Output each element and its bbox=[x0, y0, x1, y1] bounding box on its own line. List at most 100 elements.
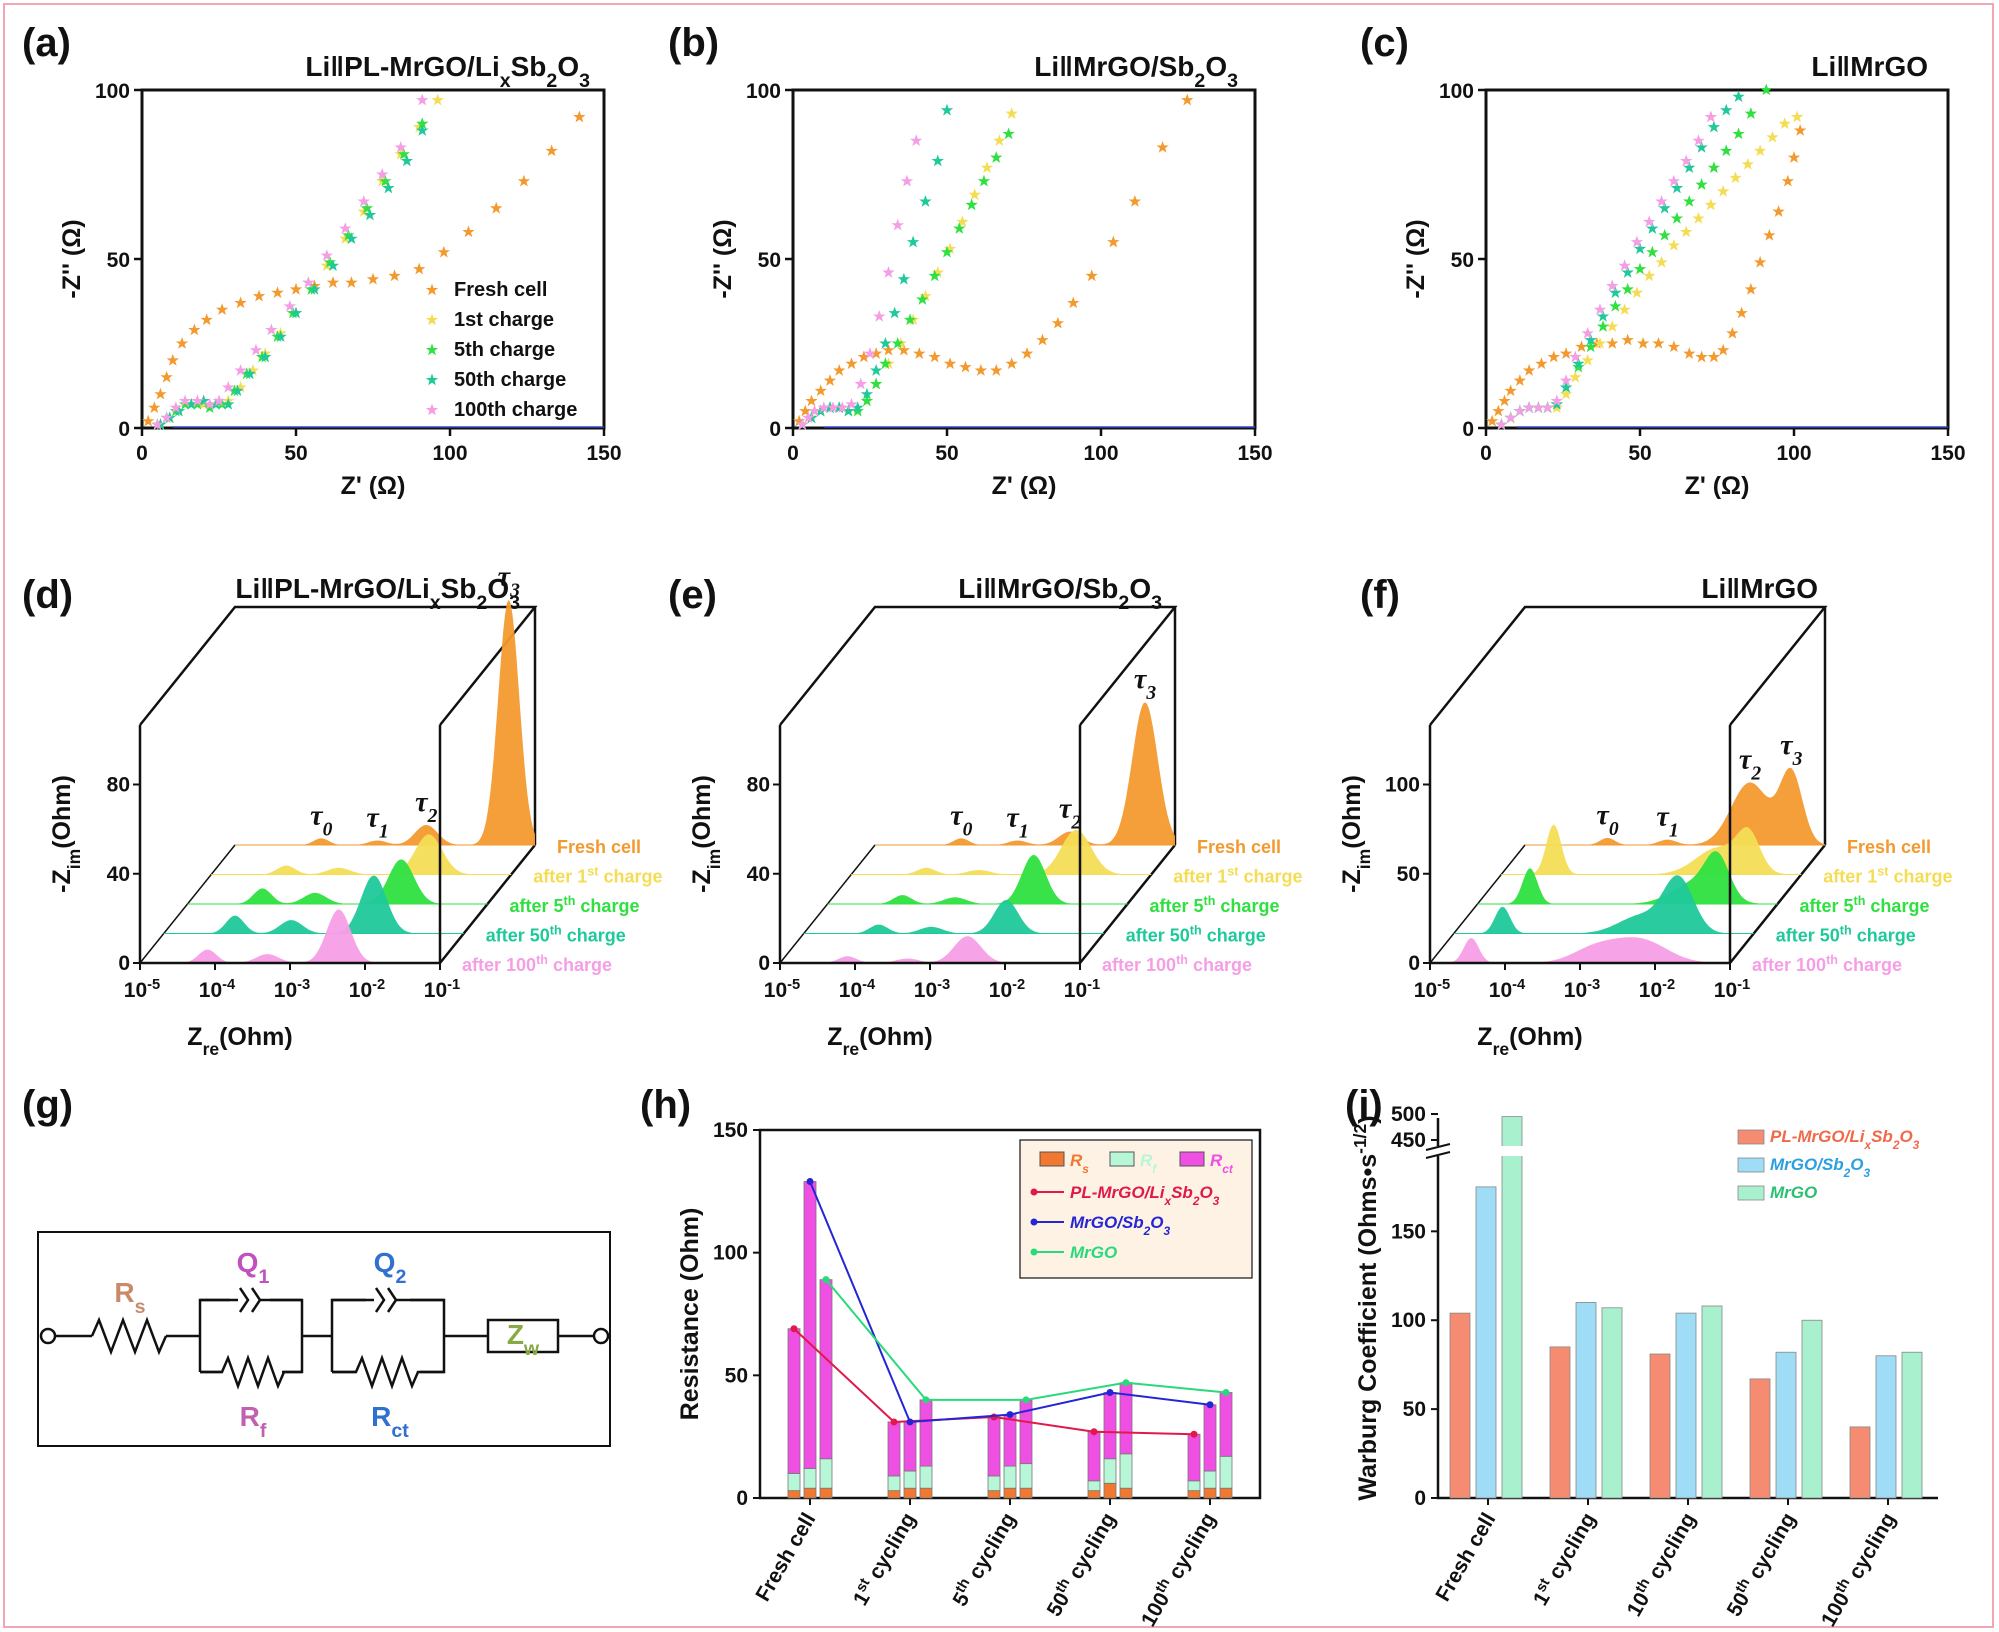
data-point-star bbox=[437, 245, 451, 258]
data-point-star bbox=[1522, 401, 1536, 414]
legend-swatch bbox=[1737, 1129, 1765, 1145]
total-point bbox=[906, 1418, 914, 1426]
y-tick-label: 80 bbox=[747, 774, 770, 797]
peak-label-tau: τ3 bbox=[1134, 664, 1156, 704]
bar-rs bbox=[1003, 1487, 1017, 1499]
panel-f-drt: Fresh cell after 1st charge after 5th char… bbox=[1338, 605, 1953, 1059]
data-point-star bbox=[141, 414, 155, 427]
plot-frame bbox=[1484, 88, 1950, 430]
data-point-star bbox=[1067, 296, 1080, 309]
label-rs: Rs bbox=[114, 1277, 145, 1318]
total-line bbox=[825, 1279, 1227, 1401]
legend-swatch bbox=[1737, 1157, 1765, 1173]
panel-f-label: (f) bbox=[1360, 573, 1400, 617]
x-tick-label: 100 bbox=[1083, 442, 1118, 465]
row-label: after 5th charge bbox=[1800, 894, 1930, 916]
drt-area bbox=[827, 854, 1128, 904]
y-axis-label-group: -Zim(Ohm) bbox=[48, 775, 84, 893]
data-point-star bbox=[1680, 225, 1693, 238]
resistor-rct bbox=[332, 1354, 444, 1390]
bar-rct bbox=[1203, 1404, 1217, 1472]
panel-titles: Li‖PL-MrGO/LixSb2O3 Li‖MrGO/Sb2O3 Li‖MrGO L… bbox=[235, 51, 1928, 614]
data-point-star bbox=[1652, 337, 1665, 349]
y-tick-label: 0 bbox=[1414, 1487, 1426, 1510]
data-point-star bbox=[1704, 110, 1718, 123]
drt-area bbox=[140, 909, 440, 963]
legend-dot bbox=[1030, 1248, 1038, 1256]
panel-a-label: (a) bbox=[22, 21, 71, 65]
x-tick-label: 10-3 bbox=[914, 977, 950, 1002]
data-point-star bbox=[1772, 205, 1785, 217]
y-axis-label: Warburg Coefficient (Ohms•s-1/2) bbox=[1350, 1115, 1382, 1500]
data-point-star bbox=[1707, 120, 1721, 133]
bar bbox=[1701, 1305, 1723, 1499]
data-point-star bbox=[1753, 255, 1767, 268]
bar-rs bbox=[1019, 1487, 1033, 1499]
legend-marker bbox=[425, 343, 439, 356]
y-tick-label: 50 bbox=[1451, 249, 1474, 272]
bar-rf bbox=[903, 1470, 917, 1489]
bar-rf bbox=[1203, 1470, 1217, 1489]
panel-a-nyquist: 0 50 100 150 0 50 100 Z' (Ω) -Z'' (Ω) Fresh cell 1… bbox=[58, 80, 622, 500]
legend-label: 50th charge bbox=[454, 369, 566, 391]
total-point bbox=[1222, 1389, 1230, 1397]
bar bbox=[1901, 1351, 1923, 1499]
data-point-star bbox=[1646, 245, 1659, 258]
total-point bbox=[790, 1325, 798, 1333]
data-point-star bbox=[1156, 140, 1169, 153]
drt-area bbox=[1501, 824, 1802, 875]
data-point-star bbox=[1532, 401, 1545, 414]
cpe-q1-gap bbox=[230, 1290, 270, 1310]
y-tick-label: 100 bbox=[746, 80, 781, 103]
panel-g-circuit: Rs Q1 Q2 Rf Rct Zw bbox=[37, 1231, 611, 1447]
panel-b-label: (b) bbox=[668, 21, 719, 65]
bar bbox=[1749, 1378, 1771, 1499]
bar-rs bbox=[1103, 1482, 1117, 1499]
data-point-star bbox=[891, 218, 904, 231]
peak-label-tau: τ0 bbox=[1596, 800, 1618, 840]
row-label: after 100th charge bbox=[1102, 953, 1252, 975]
data-point-star bbox=[1593, 303, 1607, 315]
data-point-star bbox=[1606, 320, 1619, 332]
peak-label-tau: τ3 bbox=[1780, 730, 1802, 770]
bar bbox=[1649, 1353, 1671, 1499]
panel-h-label: (h) bbox=[640, 1083, 691, 1127]
bar-rs bbox=[1203, 1487, 1217, 1499]
panel-i-warburg: 0 50 100 150 450 500 Warburg Coefficient (Ohms… bbox=[1350, 1103, 1938, 1631]
data-point-star bbox=[357, 195, 370, 207]
data-point-star bbox=[188, 323, 201, 336]
data-point-star bbox=[148, 401, 161, 414]
peak-label-tau: τ2 bbox=[415, 787, 437, 827]
total-point bbox=[922, 1396, 930, 1404]
resistor-rf bbox=[200, 1354, 302, 1390]
data-point-star bbox=[1633, 262, 1647, 275]
row-label: Fresh cell bbox=[1197, 837, 1281, 857]
box-top-edges bbox=[139, 605, 538, 726]
data-point-star bbox=[1695, 178, 1708, 190]
data-point-star bbox=[873, 309, 886, 322]
data-point-star bbox=[283, 299, 297, 312]
data-point-star bbox=[1781, 174, 1795, 187]
y-tick-label: 100 bbox=[95, 80, 130, 103]
drt-area bbox=[875, 702, 1175, 845]
row-label: after 5th charge bbox=[510, 894, 640, 916]
total-point bbox=[1206, 1401, 1214, 1409]
y-axis-label: -Z'' (Ω) bbox=[709, 219, 737, 298]
data-point-star bbox=[490, 201, 503, 214]
data-point-star bbox=[234, 296, 247, 309]
data-point-star bbox=[1581, 326, 1594, 339]
data-point-star bbox=[1609, 299, 1622, 312]
bar-rf bbox=[1087, 1480, 1101, 1492]
warburg-element bbox=[486, 1318, 560, 1354]
peak-label-tau: τ1 bbox=[366, 803, 388, 843]
bar-rf bbox=[819, 1458, 833, 1489]
bar-rct bbox=[1219, 1392, 1233, 1457]
x-tick-label: 50 bbox=[1628, 442, 1651, 465]
bar-rs bbox=[787, 1490, 801, 1499]
data-point-star bbox=[1778, 117, 1791, 130]
y-axis-label-group: -Zim(Ohm) bbox=[1338, 775, 1374, 893]
legend-sample-label: MrGO/Sb2O3 bbox=[1070, 1213, 1171, 1238]
data-point-star bbox=[990, 151, 1003, 163]
data-point-star bbox=[573, 110, 586, 123]
row-label: after 100th charge bbox=[462, 953, 612, 975]
